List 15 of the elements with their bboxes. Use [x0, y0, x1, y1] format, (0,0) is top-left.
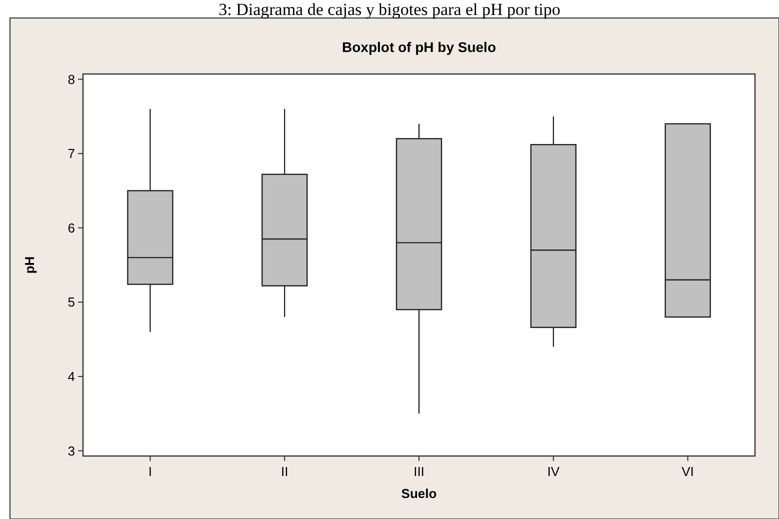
y-tick-label: 8 [68, 72, 75, 87]
x-tick-label: VI [682, 464, 694, 479]
y-tick-label: 5 [68, 294, 75, 310]
x-tick-label: III [414, 464, 424, 479]
x-tick-label: II [280, 464, 288, 479]
chart-title: Boxplot of pH by Suelo [342, 39, 496, 55]
y-axis-title: pH [22, 256, 37, 274]
y-tick-label: 4 [68, 369, 75, 384]
x-axis-title: Suelo [401, 486, 437, 501]
y-tick-label: 7 [68, 146, 75, 162]
y-tick-label: 3 [68, 443, 75, 458]
text: 3: Diagrama de cajas y bigotes para el pH por tipo [218, 0, 560, 19]
y-tick-label: 6 [68, 220, 75, 236]
x-tick-label: IV [547, 464, 560, 479]
x-tick-label: I [148, 464, 152, 479]
